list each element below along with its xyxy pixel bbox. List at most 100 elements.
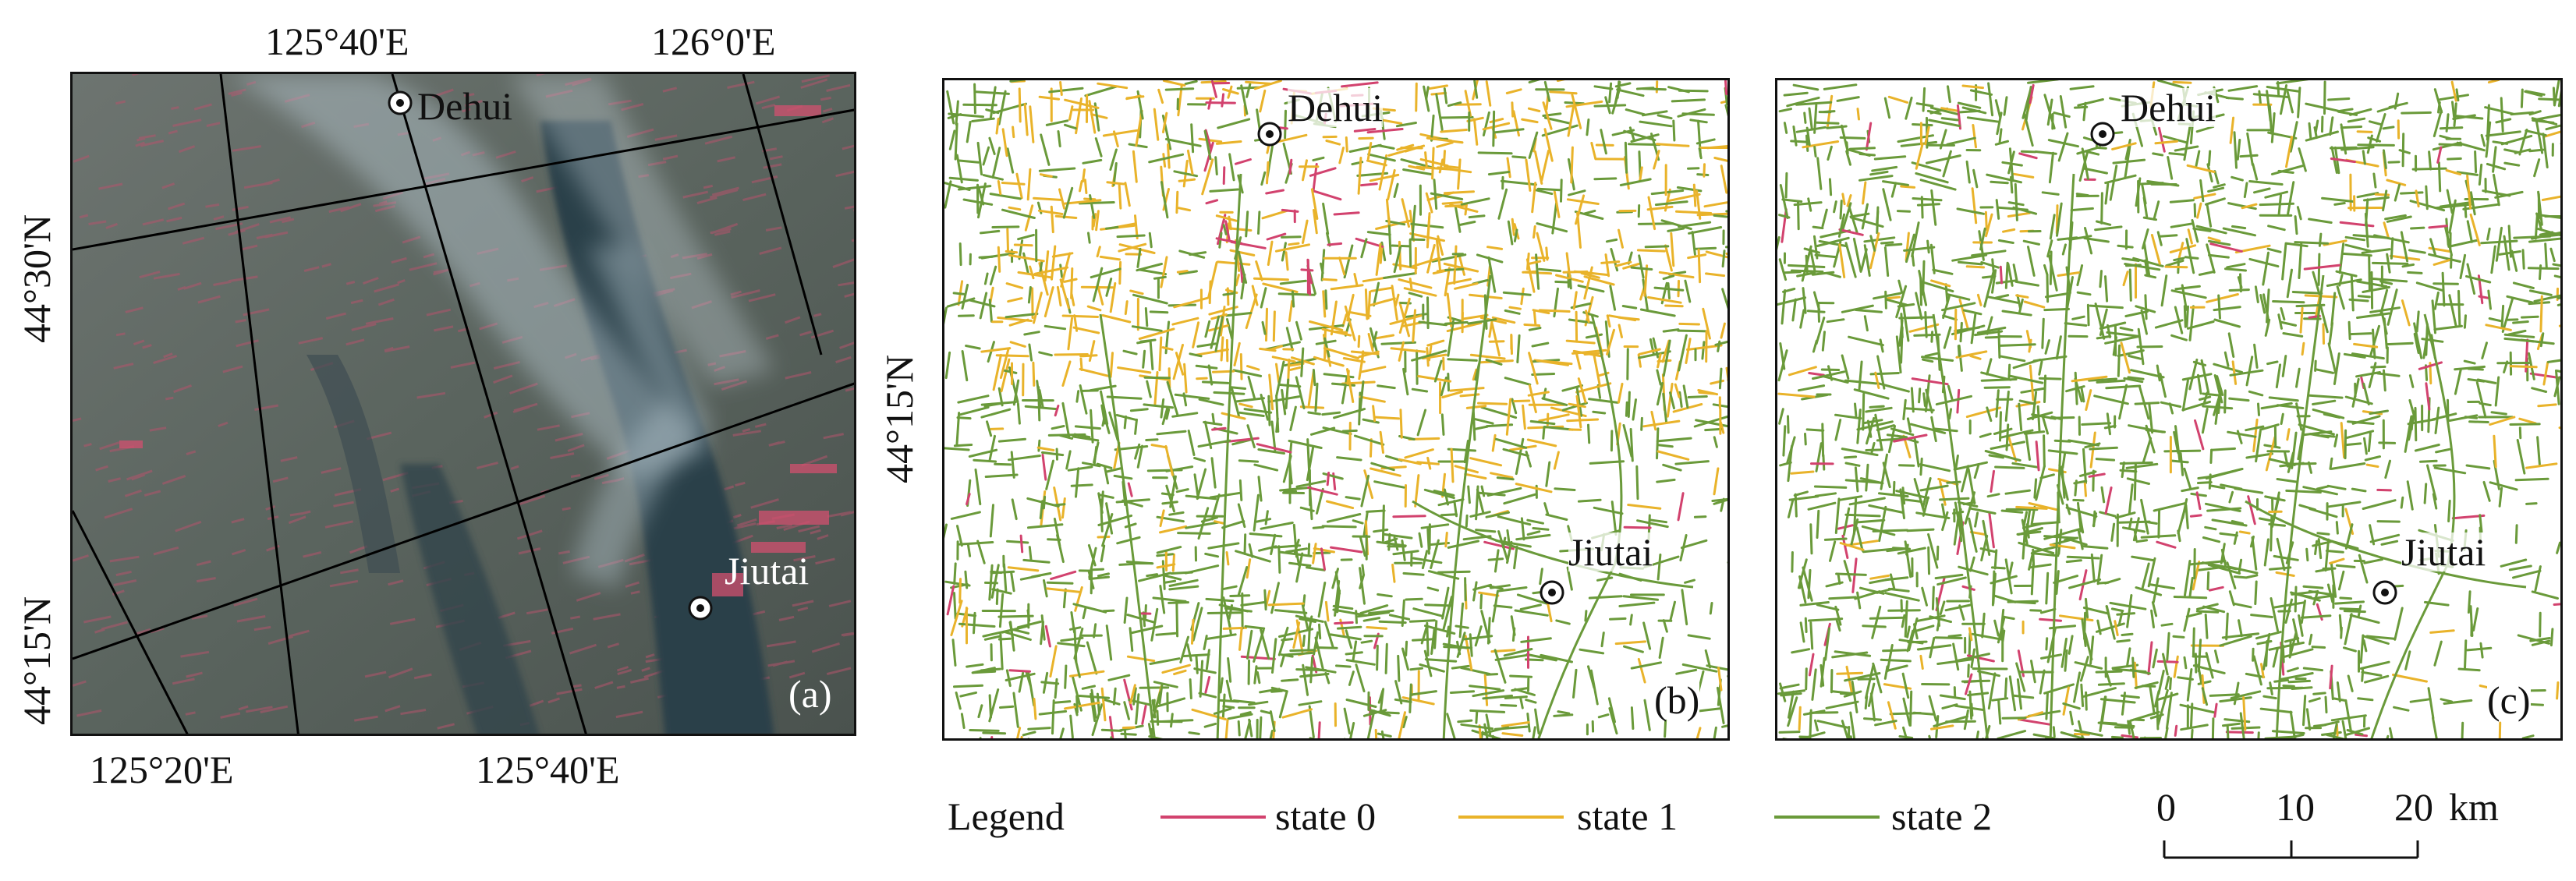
road-segment bbox=[1853, 388, 1890, 400]
road-segment bbox=[1383, 272, 1417, 279]
city-label-jiutai: Jiutai bbox=[725, 549, 810, 593]
road-segment bbox=[1271, 638, 1277, 674]
road-segment bbox=[2227, 332, 2235, 358]
road-segment bbox=[1393, 246, 1402, 274]
road-segment bbox=[1054, 678, 1058, 699]
road-segment bbox=[1874, 413, 1883, 451]
road-segment bbox=[1837, 213, 1846, 238]
road-segment bbox=[1064, 123, 1077, 130]
road-segment bbox=[955, 100, 959, 126]
road-segment bbox=[1905, 233, 1915, 264]
road-segment bbox=[1901, 672, 1910, 699]
road-segment bbox=[944, 182, 971, 191]
road-segment bbox=[2488, 317, 2504, 323]
road-segment bbox=[1511, 398, 1518, 415]
road-segment bbox=[2001, 716, 2027, 720]
road-segment bbox=[1687, 634, 1711, 640]
road-segment bbox=[1230, 386, 1247, 390]
road-segment bbox=[988, 136, 996, 155]
road-segment bbox=[2252, 163, 2259, 181]
road-segment bbox=[1566, 566, 1573, 591]
road-segment bbox=[1309, 488, 1313, 521]
road-segment bbox=[2064, 322, 2088, 327]
road-segment bbox=[1572, 291, 1578, 310]
road-segment bbox=[1124, 522, 1137, 529]
road-segment bbox=[1472, 368, 1478, 381]
road-segment bbox=[2220, 548, 2227, 567]
road-segment bbox=[1411, 204, 1416, 240]
road-segment bbox=[2330, 292, 2337, 327]
road-segment bbox=[1835, 572, 1867, 576]
road-segment bbox=[1916, 644, 1952, 651]
road-segment bbox=[1660, 219, 1692, 231]
road-segment bbox=[1874, 371, 1880, 389]
road-segment bbox=[2177, 676, 2194, 681]
road-segment bbox=[1675, 668, 1698, 675]
road-segment bbox=[1779, 461, 1792, 467]
road-segment bbox=[1009, 80, 1026, 83]
road-segment bbox=[1215, 140, 1242, 145]
road-segment bbox=[1393, 182, 1399, 198]
road-segment bbox=[1928, 695, 1937, 722]
road-segment bbox=[1988, 512, 1995, 549]
road-segment bbox=[2507, 329, 2527, 336]
road-segment bbox=[2446, 189, 2454, 214]
road-segment bbox=[946, 585, 955, 616]
road-segment bbox=[2433, 324, 2463, 331]
road-segment bbox=[2280, 84, 2288, 115]
road-segment bbox=[1991, 258, 1996, 279]
road-segment bbox=[1298, 700, 1323, 706]
road-segment bbox=[1958, 299, 1969, 331]
road-segment bbox=[1022, 558, 1051, 564]
road-segment bbox=[1977, 670, 2000, 678]
road-segment bbox=[2407, 271, 2423, 274]
road-segment bbox=[2017, 527, 2043, 536]
road-segment bbox=[2208, 253, 2230, 259]
road-segment bbox=[1808, 372, 1825, 377]
road-segment bbox=[1427, 570, 1460, 580]
road-segment bbox=[1377, 593, 1393, 598]
road-segment bbox=[1378, 154, 1388, 191]
road-segment bbox=[1711, 497, 1727, 502]
road-segment bbox=[2384, 214, 2407, 221]
road-segment bbox=[1799, 621, 1805, 643]
road-segment bbox=[1713, 726, 1717, 738]
road-segment bbox=[2099, 270, 2103, 288]
road-segment bbox=[1200, 80, 1227, 84]
road-segment bbox=[2141, 562, 2150, 589]
road-segment bbox=[2439, 126, 2464, 130]
road-segment bbox=[1485, 359, 1503, 366]
road-segment bbox=[2183, 607, 2191, 632]
road-segment bbox=[2270, 112, 2276, 143]
road-segment bbox=[1348, 143, 1382, 153]
road-segment bbox=[1261, 320, 1267, 335]
legend-title: Legend bbox=[948, 794, 1065, 838]
road-segment bbox=[1843, 560, 1852, 582]
road-segment bbox=[2333, 202, 2346, 206]
road-segment bbox=[2114, 511, 2136, 519]
road-segment bbox=[2167, 156, 2174, 180]
road-segment bbox=[2287, 181, 2295, 215]
road-segment bbox=[2503, 161, 2521, 167]
road-segment bbox=[1618, 228, 1624, 249]
road-segment bbox=[2506, 295, 2534, 304]
road-segment bbox=[946, 90, 955, 125]
road-segment bbox=[1156, 430, 1187, 436]
road-segment bbox=[2561, 136, 2563, 144]
road-segment bbox=[2435, 448, 2451, 454]
road-segment bbox=[2432, 109, 2443, 137]
road-segment bbox=[1394, 680, 1403, 705]
road-segment bbox=[2181, 373, 2213, 381]
road-segment bbox=[953, 444, 973, 448]
road-segment bbox=[1274, 243, 1310, 253]
road-segment bbox=[1306, 438, 1311, 476]
road-segment bbox=[1074, 425, 1101, 430]
road-segment bbox=[1825, 581, 1844, 588]
road-segment bbox=[1678, 391, 1683, 409]
road-segment bbox=[1858, 360, 1863, 391]
road-segment bbox=[2043, 434, 2046, 468]
road-segment bbox=[1792, 126, 1798, 147]
road-segment bbox=[2096, 619, 2102, 635]
road-segment bbox=[2365, 635, 2396, 640]
road-segment bbox=[1500, 703, 1518, 707]
